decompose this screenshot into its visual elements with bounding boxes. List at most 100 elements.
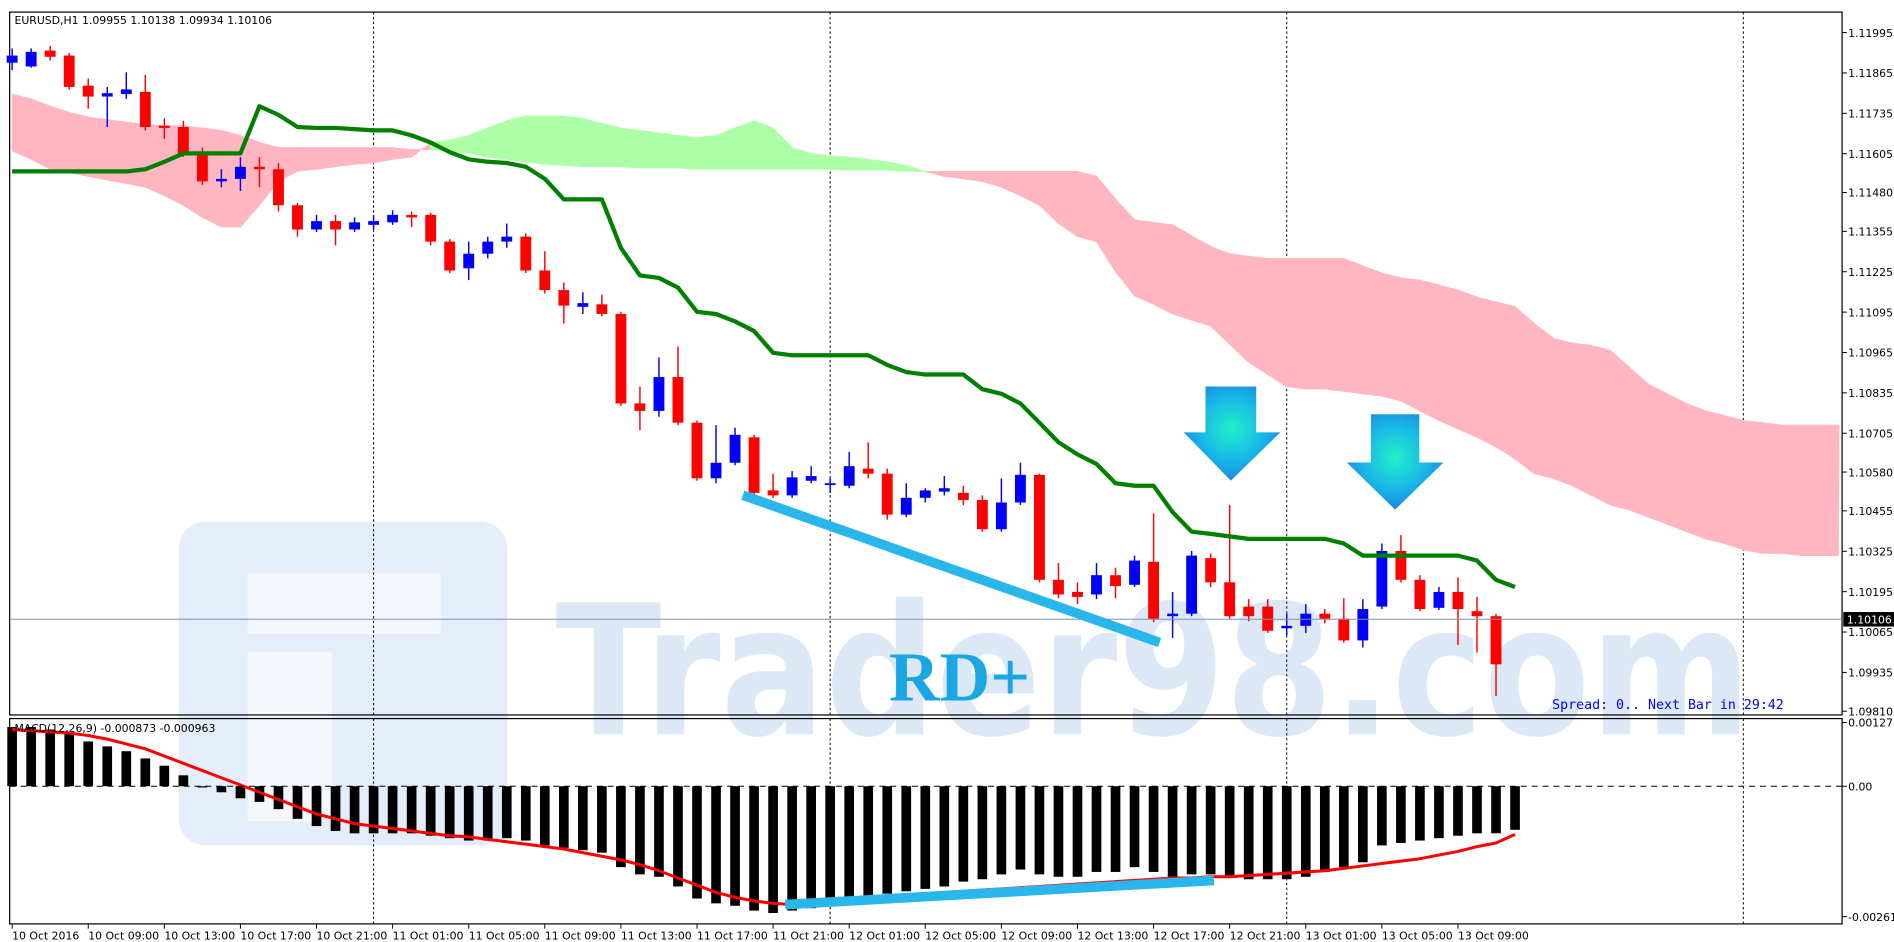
macd-bar [1396, 786, 1406, 843]
cloud-segment [106, 119, 128, 184]
cloud-segment [49, 105, 71, 174]
macd-bar [1300, 786, 1311, 877]
candle-body [482, 241, 494, 254]
candle-body [976, 500, 988, 530]
candle-body [1395, 550, 1407, 580]
macd-bar [939, 786, 950, 887]
candle-body [1338, 618, 1350, 641]
macd-bar [425, 786, 436, 836]
candle-body [919, 490, 931, 498]
cloud-segment [1533, 322, 1555, 479]
macd-bar [102, 746, 113, 787]
candle-body [748, 437, 760, 493]
macd-bar [1338, 786, 1349, 868]
cloud-segment [1647, 383, 1669, 525]
cloud-segment [144, 124, 166, 197]
candle-body [881, 473, 893, 515]
macd-bar [882, 786, 893, 894]
candle-body [1110, 575, 1121, 587]
cloud-segment [1419, 279, 1440, 422]
candle-body [805, 476, 817, 481]
candle-body [786, 477, 798, 496]
y-tick-label: 1.11095 [1848, 306, 1893, 319]
macd-bar [216, 786, 227, 793]
candle-body [520, 236, 532, 271]
cloud-segment [1781, 424, 1802, 557]
cloud-segment [1666, 393, 1688, 533]
macd-bar [616, 786, 626, 868]
cloud-segment [715, 127, 737, 170]
macd-bar [1224, 786, 1235, 877]
macd-bar [635, 786, 645, 875]
macd-bar [254, 786, 265, 802]
macd-bar [159, 765, 170, 787]
candle-body [82, 85, 94, 97]
cloud-segment [544, 115, 565, 166]
candle-body [957, 492, 969, 501]
macd-bar [901, 786, 912, 892]
macd-bar [368, 786, 379, 834]
y-tick-label: 1.10835 [1848, 387, 1893, 400]
cloud-segment [582, 117, 603, 168]
cloud-segment [1438, 284, 1459, 430]
macd-bar [1129, 786, 1140, 868]
cloud-segment [1685, 402, 1707, 540]
macd-bar [787, 786, 797, 911]
macd-bar [1091, 786, 1102, 872]
x-tick-label: 13 Oct 09:00 [1458, 930, 1529, 942]
y-tick-label: 1.09810 [1848, 705, 1893, 718]
cloud-segment [1704, 410, 1726, 544]
y-tick-label: 1.09935 [1848, 667, 1893, 680]
candle-body [1129, 560, 1140, 585]
indicator-title: MACD(12,26,9) -0.000873 -0.000963 [14, 722, 215, 735]
macd-bar [863, 786, 874, 897]
macd-bar [977, 786, 988, 880]
macd-bar [520, 786, 531, 841]
candle-body [292, 205, 303, 230]
candle-body [691, 422, 703, 479]
candle-body [900, 497, 912, 515]
macd-bar [996, 786, 1007, 875]
candle-body [1452, 591, 1464, 610]
macd-bar [7, 727, 17, 787]
macd-bar [1491, 786, 1501, 834]
macd-bar [654, 786, 664, 877]
macd-bar [1243, 786, 1254, 880]
y-tick-label: 1.10965 [1848, 347, 1893, 360]
candle-body [1433, 591, 1445, 608]
candle-body [1471, 611, 1483, 617]
candle-body [6, 55, 18, 63]
cloud-segment [905, 165, 926, 172]
cloud-segment [1229, 253, 1250, 364]
macd-bar [692, 786, 702, 899]
cloud-segment [1324, 258, 1345, 392]
macd-bar [1472, 786, 1482, 834]
macd-bar [730, 786, 740, 906]
macd-bar [273, 786, 284, 810]
chart-title: EURUSD,H1 1.09955 1.10138 1.09934 1.1010… [14, 14, 272, 27]
plot-layer: 1.10106 [6, 11, 1894, 929]
macd-bar [1319, 786, 1330, 872]
cloud-segment [335, 147, 356, 168]
cloud-segment [316, 147, 337, 170]
y-tick-label: 1.10065 [1848, 626, 1893, 639]
candle-body [1243, 606, 1255, 617]
candle-body [995, 502, 1007, 530]
current-price-box [1843, 612, 1894, 627]
candle-body [862, 468, 874, 474]
cloud-segment [1609, 349, 1631, 511]
cloud-segment [297, 147, 318, 172]
candle-body [634, 403, 646, 411]
candle-body [234, 166, 246, 179]
y-tick-label: 1.10195 [1848, 586, 1893, 599]
macd-bar [825, 786, 836, 906]
y-tick-label: 1.11605 [1848, 148, 1893, 161]
candle-body [843, 466, 855, 486]
x-tick-label: 11 Oct 17:00 [697, 930, 768, 942]
macd-bar [64, 731, 75, 787]
x-tick-label: 12 Oct 17:00 [1154, 930, 1225, 942]
candle-body [558, 290, 570, 306]
macd-bar [501, 786, 512, 839]
candle-body [1376, 550, 1388, 607]
